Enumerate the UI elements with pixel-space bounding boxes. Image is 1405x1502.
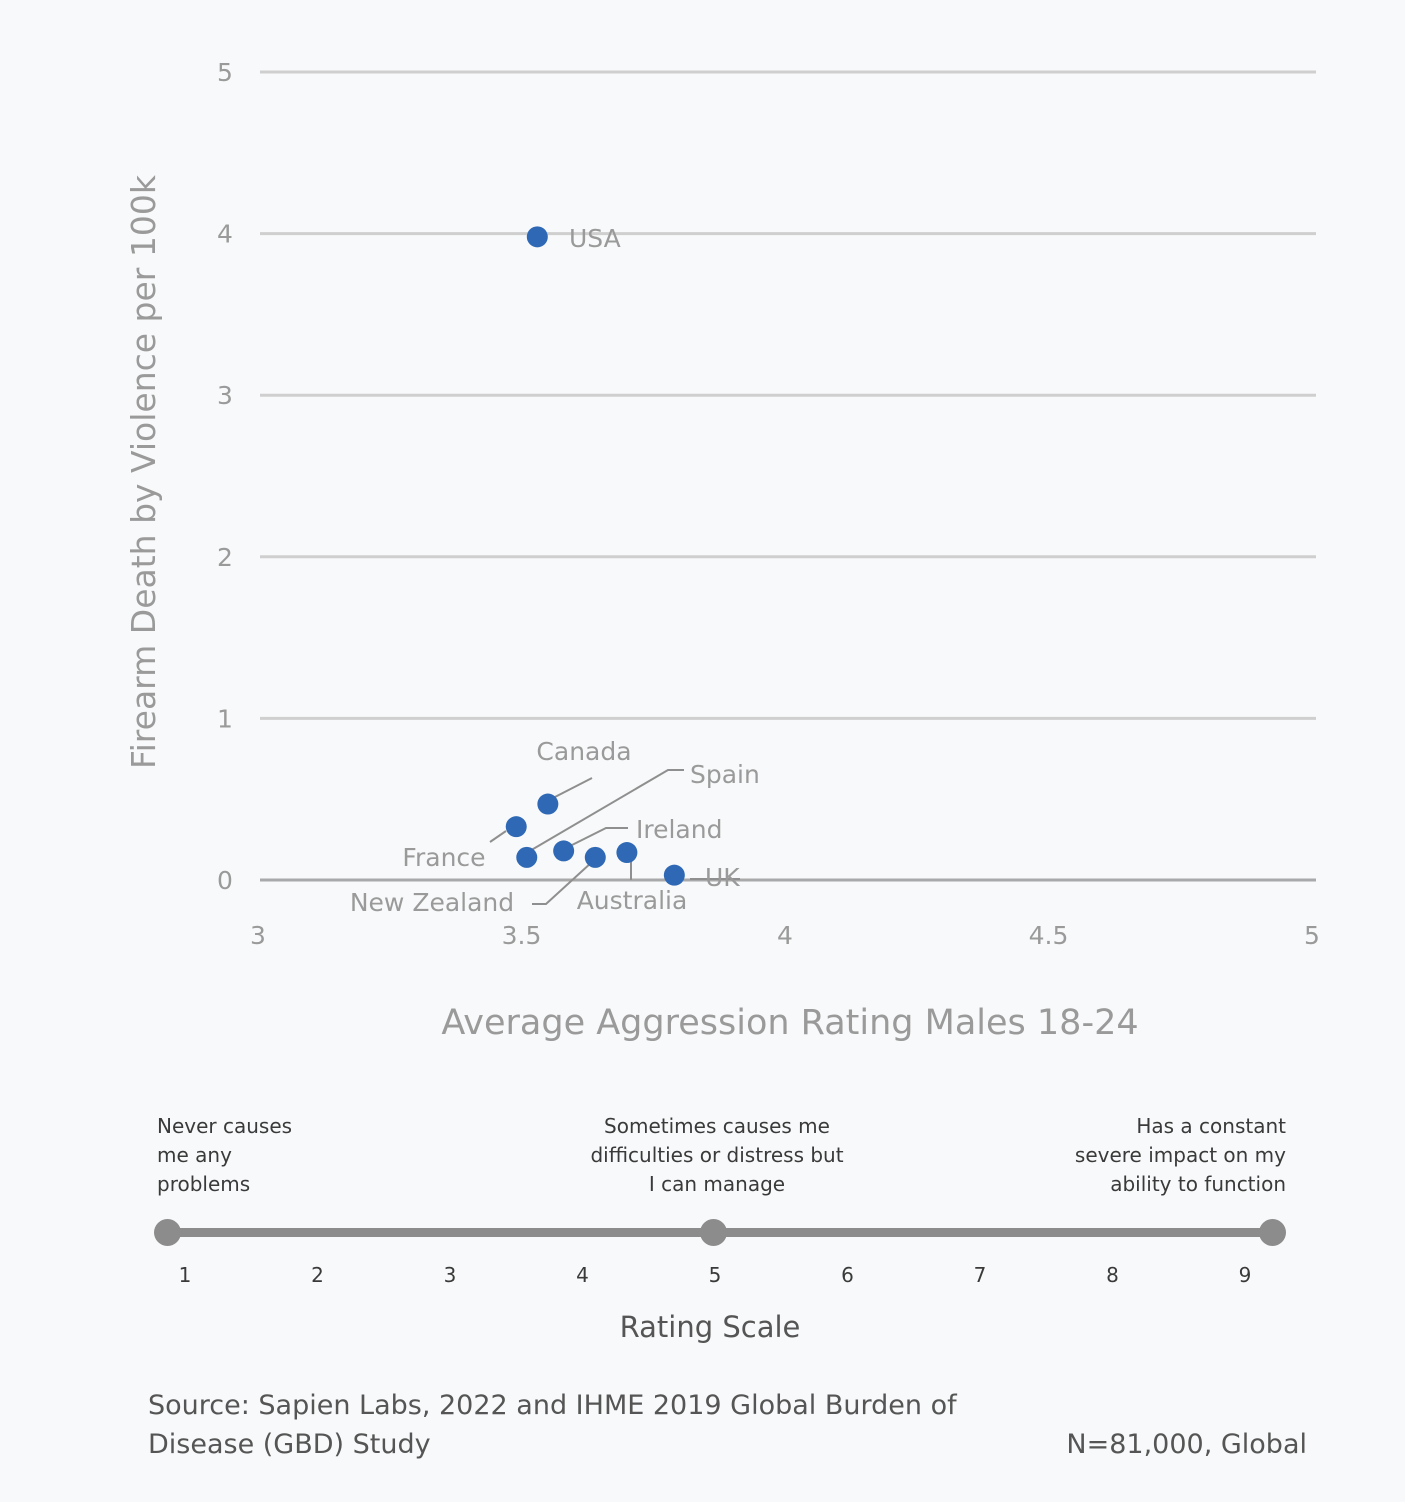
- scatter-chart: 0 1 2 3 4 5 3 3.5 4 4.5 5 USA Canada France Spain Ire…: [124, 58, 1320, 1043]
- point-label-new-zealand: New Zealand: [350, 888, 514, 917]
- point-label-france: France: [402, 843, 485, 872]
- scale-number: 6: [841, 1263, 854, 1287]
- y-tick-label: 5: [217, 58, 233, 87]
- point-labels: USA Canada France Spain Ireland New Zealand Au…: [350, 224, 760, 917]
- x-tick-label: 3.5: [502, 921, 542, 950]
- data-points: [505, 226, 685, 886]
- leader-line-france: [489, 830, 507, 843]
- data-point-usa: [526, 226, 548, 248]
- scale-number: 7: [973, 1263, 987, 1287]
- source-note: Source: Sapien Labs, 2022 and IHME 2019 …: [148, 1390, 957, 1460]
- scale-mid-description: Sometimes causes me difficulties or dist…: [590, 1114, 844, 1196]
- scale-number: 4: [576, 1263, 589, 1287]
- scale-number: 3: [443, 1263, 457, 1287]
- y-axis-label: Firearm Death by Violence per 100k: [124, 174, 163, 769]
- y-axis-ticks: 0 1 2 3 4 5: [217, 58, 233, 895]
- data-point-canada: [537, 793, 559, 815]
- y-tick-label: 2: [217, 543, 233, 572]
- leader-line-new-zealand: [532, 861, 593, 905]
- point-label-spain: Spain: [690, 760, 760, 789]
- scale-title: Rating Scale: [619, 1310, 801, 1344]
- scale-high-description: Has a constant severe impact on my abili…: [1074, 1114, 1286, 1196]
- scale-node-high: [1259, 1219, 1286, 1246]
- scale-number: 2: [311, 1263, 324, 1287]
- y-tick-label: 1: [217, 704, 233, 733]
- x-tick-label: 3: [250, 921, 266, 950]
- leader-line-canada: [552, 777, 593, 799]
- y-tick-label: 0: [217, 866, 233, 895]
- label-leader-lines: [489, 769, 740, 905]
- data-point-spain: [516, 846, 538, 868]
- data-point-australia: [616, 842, 638, 864]
- data-point-france: [505, 816, 527, 838]
- rating-scale: Never causes me any problems Sometimes c…: [0, 1080, 1405, 1380]
- x-tick-label: 5: [1304, 921, 1320, 950]
- scale-number: 5: [708, 1263, 722, 1287]
- x-tick-label: 4: [777, 921, 793, 950]
- point-label-australia: Australia: [577, 886, 688, 915]
- point-label-usa: USA: [569, 224, 621, 253]
- data-point-ireland: [553, 840, 575, 862]
- data-point-new-zealand: [584, 846, 606, 868]
- scale-low-description: Never causes me any problems: [157, 1114, 293, 1196]
- point-label-uk: UK: [705, 863, 740, 892]
- y-tick-label: 4: [217, 220, 233, 249]
- x-tick-label: 4.5: [1029, 921, 1069, 950]
- gridlines: [260, 70, 1316, 882]
- scale-number: 1: [178, 1263, 192, 1287]
- point-label-ireland: Ireland: [636, 815, 722, 844]
- leader-line-spain: [527, 769, 684, 853]
- y-tick-label: 3: [217, 381, 233, 410]
- x-axis-label: Average Aggression Rating Males 18-24: [441, 1003, 1138, 1043]
- scale-number: 9: [1238, 1263, 1252, 1287]
- leader-line-ireland: [569, 827, 628, 847]
- scale-node-mid: [700, 1219, 727, 1246]
- sample-size-note: N=81,000, Global: [1066, 1429, 1307, 1460]
- scale-node-low: [154, 1219, 181, 1246]
- scale-number: 8: [1106, 1263, 1119, 1287]
- data-point-uk: [663, 864, 685, 886]
- point-label-canada: Canada: [536, 737, 631, 766]
- x-axis-ticks: 3 3.5 4 4.5 5: [250, 921, 1320, 950]
